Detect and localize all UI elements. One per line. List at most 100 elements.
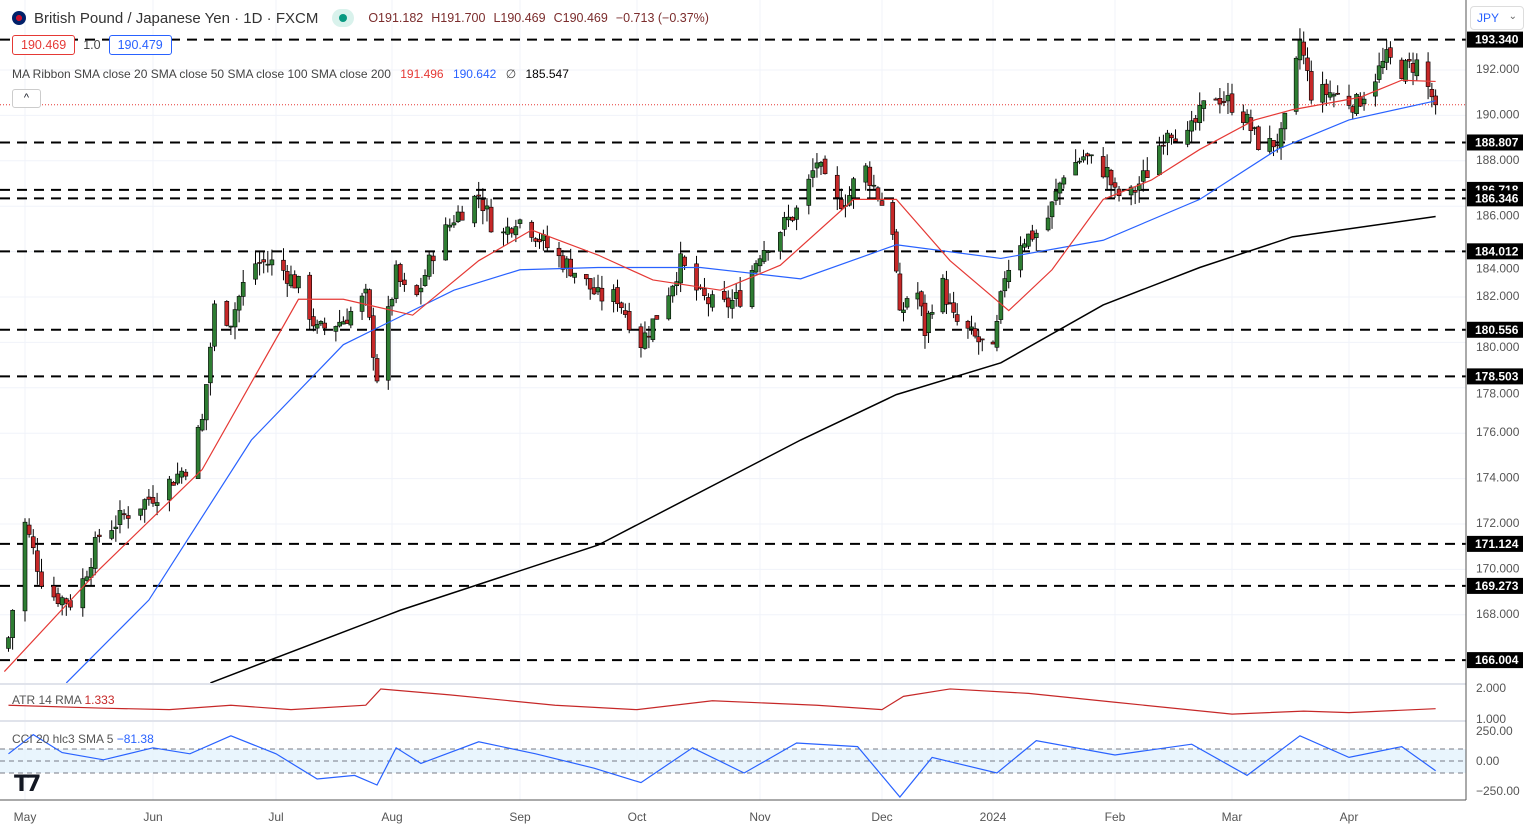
candle-up <box>904 298 910 308</box>
candle-up <box>733 292 739 299</box>
level-price-label: 169.273 <box>1475 579 1519 593</box>
candle-up <box>199 419 205 431</box>
candle-down <box>556 247 562 257</box>
candle-up <box>1045 217 1051 231</box>
candle-up <box>363 288 369 294</box>
candle-up <box>228 325 234 328</box>
sma50-value: 190.642 <box>452 67 497 81</box>
candle-up <box>109 530 115 539</box>
candle-up <box>1018 245 1023 271</box>
candle-up <box>1140 170 1146 182</box>
candle-down <box>171 481 176 486</box>
collapse-legend-button[interactable]: ^ <box>12 89 41 108</box>
sma100-value: ∅ <box>505 67 517 81</box>
ohlc-high: H191.700 <box>431 11 486 25</box>
candle-down <box>322 322 327 329</box>
candle-down <box>654 315 660 320</box>
candle-down <box>509 228 515 234</box>
candle-down <box>1308 71 1314 101</box>
cci-legend[interactable]: CCI 20 hlc3 SMA 5 −81.38 <box>12 732 154 746</box>
candle-down <box>1217 98 1223 105</box>
level-price-label: 171.124 <box>1475 537 1519 551</box>
price-tick-label: 186.000 <box>1476 208 1520 222</box>
candle-up <box>753 263 759 273</box>
candle-up <box>1022 243 1027 248</box>
sell-price-button[interactable]: 190.469 <box>12 35 76 55</box>
candle-down <box>875 187 881 200</box>
candle-down <box>374 358 380 382</box>
candle-down <box>183 471 189 477</box>
candle-down <box>402 279 407 285</box>
symbol-title[interactable]: British Pound / Japanese Yen · 1D · FXCM <box>34 9 319 27</box>
candle-up <box>1026 233 1031 247</box>
candle-up <box>1380 60 1386 68</box>
price-tick-label: 172.000 <box>1476 516 1520 530</box>
candle-down <box>894 231 899 272</box>
candle-up <box>117 510 123 525</box>
candle-up <box>929 312 935 315</box>
candle-down <box>1144 170 1150 178</box>
candle-down <box>919 291 924 307</box>
candle-down <box>281 259 286 271</box>
price-tick-label: 174.000 <box>1476 471 1520 485</box>
candle-up <box>814 162 820 169</box>
candle-up <box>22 521 28 612</box>
candle-down <box>834 174 840 198</box>
level-price-tag <box>1467 31 1523 48</box>
candle-up <box>455 211 461 223</box>
candle-down <box>1388 47 1393 58</box>
sma200-line <box>210 215 1436 684</box>
candle-down <box>1433 95 1438 106</box>
candles <box>6 28 1438 652</box>
candle-down <box>972 328 978 337</box>
candle-down <box>568 258 574 277</box>
candle-up <box>1185 129 1190 145</box>
market-open-icon <box>332 9 355 27</box>
candle-down <box>1132 190 1138 193</box>
candle-up <box>212 303 217 347</box>
tradingview-logo: T7 <box>14 772 41 797</box>
candle-up <box>1373 81 1378 97</box>
candle-down <box>30 536 36 549</box>
candle-up <box>871 184 877 187</box>
candle-down <box>533 238 538 242</box>
currency-select[interactable]: JPY ⌄ <box>1470 6 1524 30</box>
candle-down <box>1301 41 1307 56</box>
ma-ribbon-legend[interactable]: MA Ribbon SMA close 20 SMA close 50 SMA … <box>12 67 575 81</box>
candle-up <box>269 259 275 266</box>
candle-up <box>472 195 477 224</box>
candle-down <box>224 301 230 326</box>
candle-down <box>1108 169 1114 186</box>
candle-down <box>311 316 316 327</box>
candle-up <box>1331 94 1337 97</box>
time-tick-label: Apr <box>1340 810 1359 824</box>
price-tick-label: 184.000 <box>1476 261 1520 275</box>
atr-legend[interactable]: ATR 14 RMA 1.333 <box>12 693 115 707</box>
candle-up <box>729 299 735 309</box>
buy-price-button[interactable]: 190.479 <box>108 35 172 55</box>
level-price-label: 186.346 <box>1475 191 1519 205</box>
candle-down <box>951 302 956 313</box>
candle-down <box>459 211 465 221</box>
candle-up <box>1293 57 1299 112</box>
level-price-tag <box>1467 652 1523 669</box>
candle-up <box>1267 138 1273 152</box>
candle-up <box>179 470 184 478</box>
pane-separator <box>0 683 1466 685</box>
price-tick-label: 190.000 <box>1476 107 1520 121</box>
candle-up <box>113 526 119 529</box>
candle-down <box>97 534 102 537</box>
candle-down <box>721 291 727 300</box>
atr-tick-label: 2.000 <box>1476 681 1506 695</box>
candle-up <box>1320 84 1325 103</box>
candle-down <box>344 319 350 324</box>
candle-down <box>599 287 605 302</box>
candle-up <box>670 285 676 297</box>
candle-down <box>1193 118 1198 123</box>
ma-label: MA Ribbon SMA close 20 SMA close 50 SMA … <box>12 67 391 81</box>
candle-up <box>447 224 453 228</box>
candle-up <box>1061 177 1067 185</box>
candle-down <box>583 274 589 280</box>
atr-tick-label: 1.000 <box>1476 712 1506 726</box>
